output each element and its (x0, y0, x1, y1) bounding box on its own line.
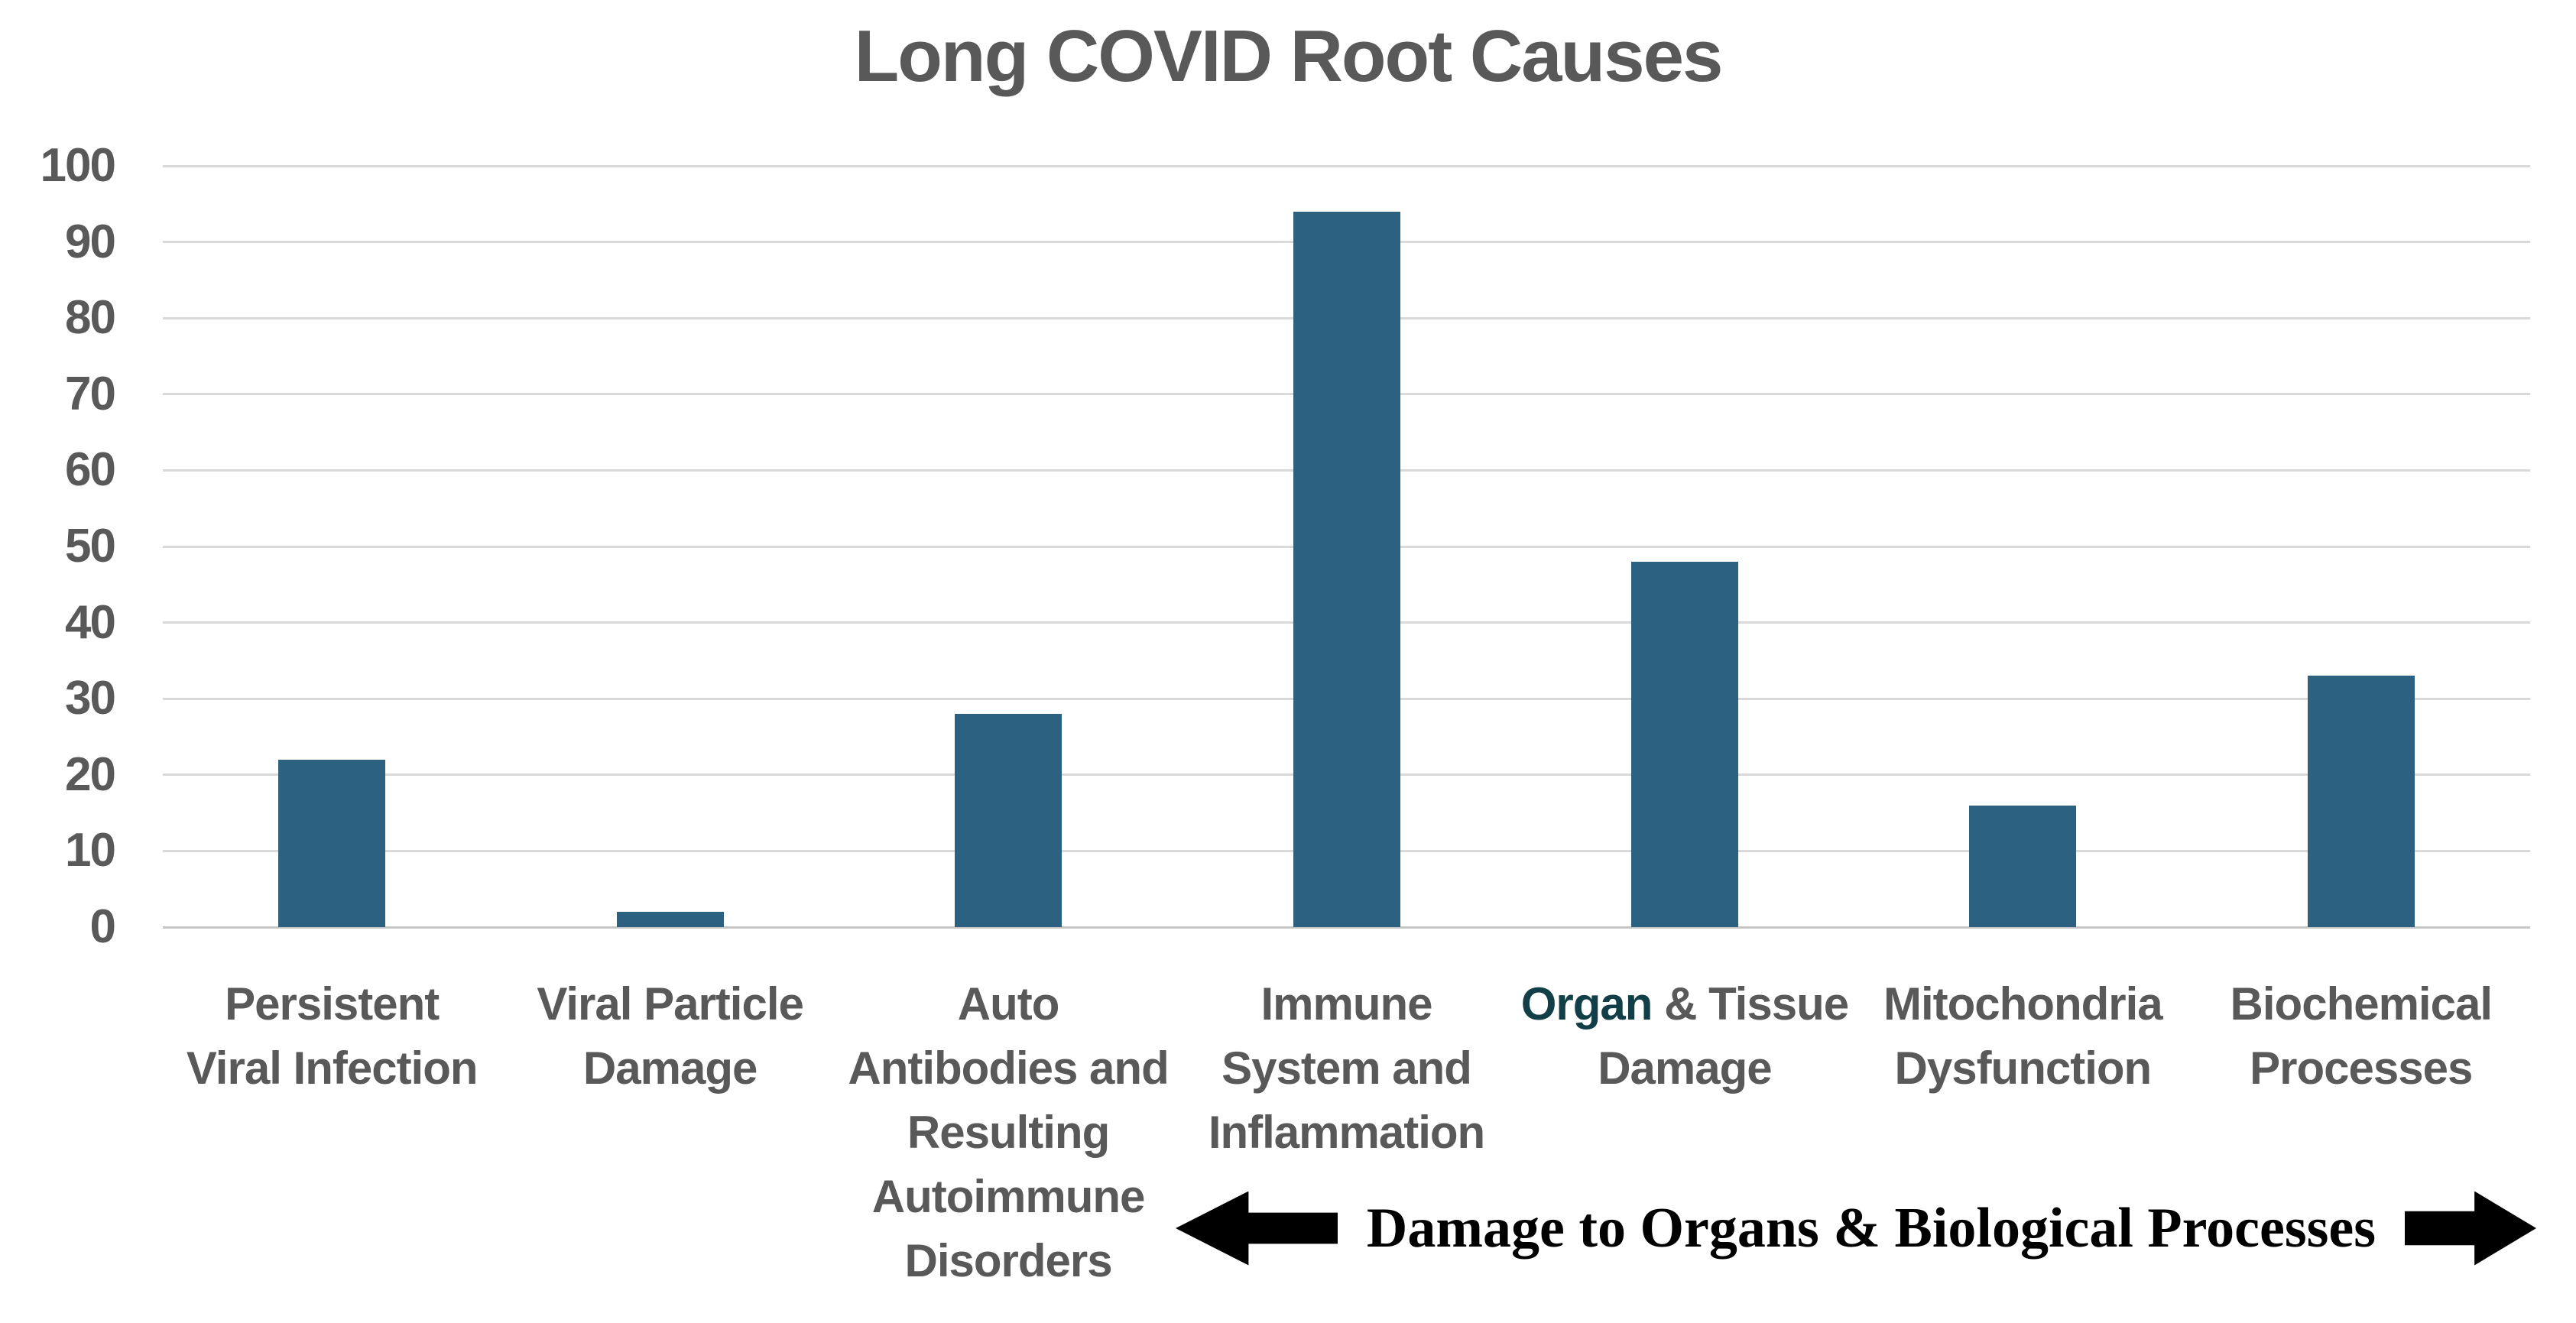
y-axis-tick-label: 70 (65, 367, 116, 420)
category-label-line: Viral Particle (537, 978, 803, 1030)
bar (1630, 561, 1738, 927)
y-axis-tick-label: 0 (89, 900, 116, 953)
y-axis-tick-label: 40 (65, 595, 116, 649)
y-axis-tick-label: 80 (65, 291, 116, 345)
category-label: Viral Particle Damage (491, 972, 850, 1101)
gridline (163, 926, 2530, 929)
category-label-line: Mitochondria (1883, 978, 2163, 1030)
category-label-line: Immune (1260, 978, 1432, 1030)
category-label-line: Damage (582, 1043, 758, 1094)
category-label-line: Inflammation (1208, 1107, 1485, 1158)
y-axis-tick-label: 90 (65, 215, 116, 268)
category-label-line: Processes (2250, 1043, 2473, 1094)
y-axis-tick-label: 100 (40, 139, 116, 192)
category-label-line: Dysfunction (1894, 1043, 2153, 1094)
category-label-line: Antibodies and (848, 1043, 1169, 1094)
y-axis-tick-label: 10 (65, 824, 116, 877)
y-axis-tick-label: 30 (65, 672, 116, 725)
y-axis-tick-label: 50 (65, 520, 116, 572)
chart-title: Long COVID Root Causes (854, 15, 1724, 97)
category-label: Biochemical Processes (2182, 972, 2541, 1101)
category-label-line: Viral Infection (186, 1043, 479, 1094)
category-label: Persistent Viral Infection (152, 972, 511, 1101)
annotation-text: Damage to Organs & Biological Processes (1366, 1197, 2376, 1260)
category-label: Immune System and Inflammation (1167, 972, 1526, 1165)
category-label-line: Biochemical (2230, 978, 2493, 1030)
category-label: Mitochondria Dysfunction (1843, 972, 2202, 1101)
bar (1969, 805, 2077, 927)
category-label-line: System and (1221, 1043, 1472, 1094)
category-label-line: Resulting (907, 1107, 1110, 1158)
highlighted-word: Organ (1520, 978, 1653, 1030)
right-arrow-icon (2405, 1191, 2536, 1266)
category-label-line: Auto (957, 978, 1060, 1030)
category-label-line: Organ & Tissue (1505, 972, 1864, 1036)
category-label-line: Disorders (904, 1235, 1113, 1286)
bar (955, 714, 1063, 927)
bar (616, 912, 724, 927)
bar (1293, 211, 1400, 927)
category-label: Organ & Tissue Damage (1505, 972, 1864, 1101)
bar (278, 759, 386, 927)
category-label-line: Persistent (225, 978, 440, 1030)
category-label-line: Autoimmune (871, 1171, 1146, 1222)
bar (2307, 676, 2415, 927)
category-label-text: & Tissue (1652, 978, 1849, 1030)
left-arrow-icon (1176, 1191, 1338, 1266)
category-label: Auto Antibodies and Resulting Autoimmune Dis… (829, 972, 1188, 1293)
y-axis-tick-label: 60 (65, 443, 116, 497)
y-axis-tick-label: 20 (65, 747, 116, 801)
category-label-line: Damage (1598, 1043, 1772, 1094)
axis-annotation: Damage to Organs & Biological Processes (1176, 1182, 2536, 1274)
gridline (163, 164, 2530, 167)
